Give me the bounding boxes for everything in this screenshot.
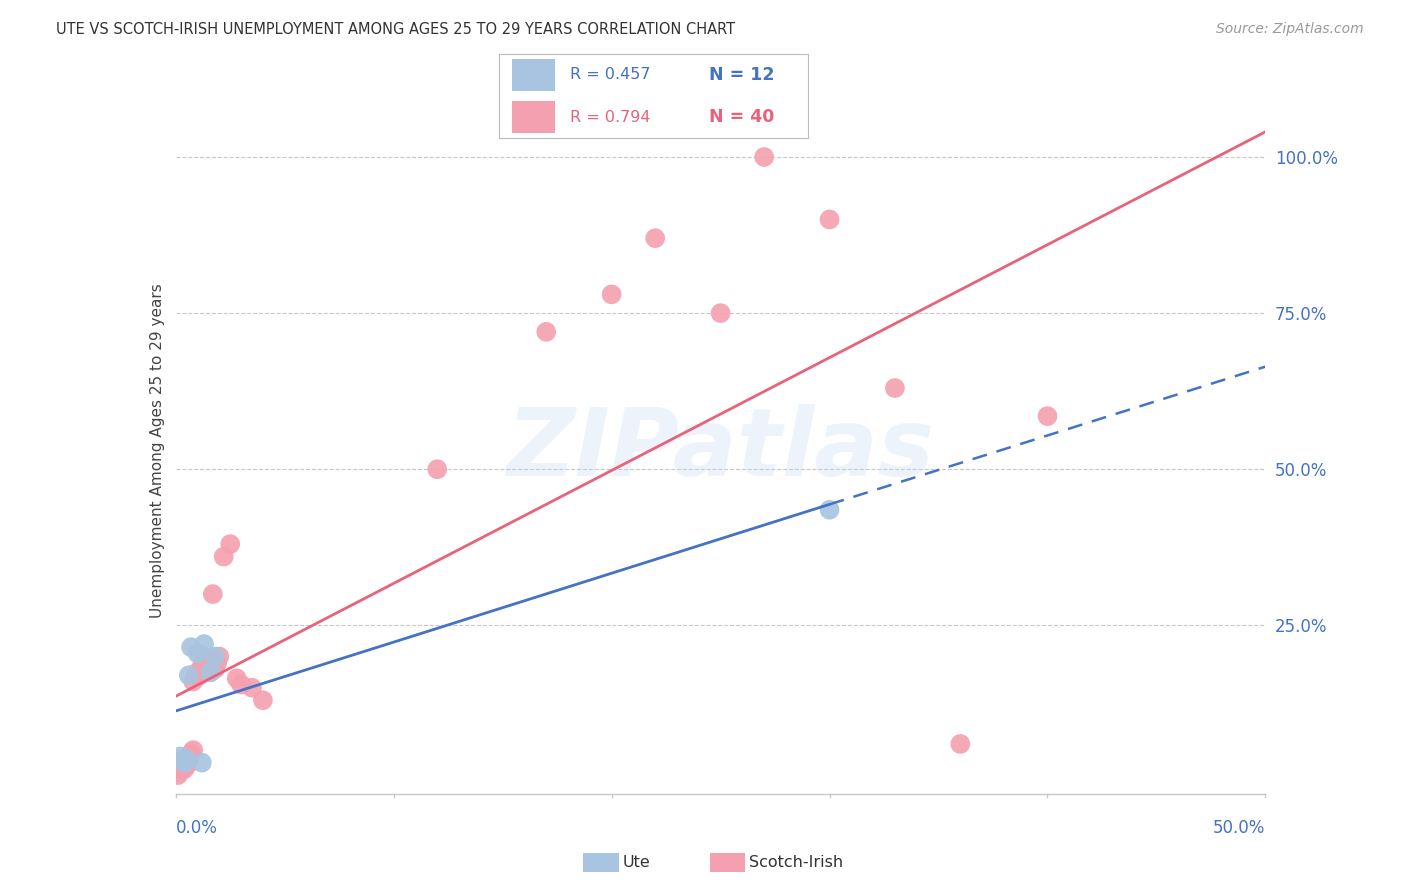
Point xyxy=(186,646,209,660)
Point xyxy=(200,665,222,680)
Point xyxy=(240,681,263,695)
Point xyxy=(180,746,202,760)
Point xyxy=(177,668,200,682)
Point xyxy=(252,693,274,707)
Point xyxy=(205,656,228,670)
Point xyxy=(177,753,200,767)
Text: Scotch-Irish: Scotch-Irish xyxy=(749,855,844,870)
Point xyxy=(600,287,623,301)
Point xyxy=(188,668,211,682)
Text: N = 40: N = 40 xyxy=(710,108,775,126)
Point xyxy=(172,756,194,770)
Bar xyxy=(512,101,555,133)
Point xyxy=(167,768,190,782)
Text: Ute: Ute xyxy=(623,855,651,870)
Point xyxy=(426,462,449,476)
Point xyxy=(225,671,247,685)
Point xyxy=(169,749,191,764)
Y-axis label: Unemployment Among Ages 25 to 29 years: Unemployment Among Ages 25 to 29 years xyxy=(149,283,165,618)
Point xyxy=(193,649,215,664)
Point xyxy=(173,756,195,770)
Point xyxy=(884,381,907,395)
Point xyxy=(176,753,198,767)
Text: UTE VS SCOTCH-IRISH UNEMPLOYMENT AMONG AGES 25 TO 29 YEARS CORRELATION CHART: UTE VS SCOTCH-IRISH UNEMPLOYMENT AMONG A… xyxy=(56,22,735,37)
Point xyxy=(710,306,733,320)
Point xyxy=(219,537,242,551)
Point xyxy=(204,662,226,676)
Text: 50.0%: 50.0% xyxy=(1213,819,1265,837)
Text: N = 12: N = 12 xyxy=(710,66,775,84)
Point xyxy=(200,665,222,680)
Text: ZIPatlas: ZIPatlas xyxy=(506,404,935,497)
Point xyxy=(191,756,214,770)
Point xyxy=(184,668,207,682)
Point xyxy=(172,762,194,776)
Point xyxy=(186,665,209,680)
Point xyxy=(181,743,204,757)
Point xyxy=(169,765,191,780)
Point xyxy=(212,549,235,564)
Bar xyxy=(512,59,555,91)
Text: Source: ZipAtlas.com: Source: ZipAtlas.com xyxy=(1216,22,1364,37)
Point xyxy=(204,649,226,664)
Point xyxy=(201,587,224,601)
Point xyxy=(197,658,219,673)
Point xyxy=(195,656,218,670)
Point xyxy=(176,758,198,772)
Point xyxy=(193,637,215,651)
Text: 0.0%: 0.0% xyxy=(176,819,218,837)
Point xyxy=(176,756,198,770)
Point xyxy=(231,678,253,692)
Text: R = 0.794: R = 0.794 xyxy=(571,110,651,125)
Point xyxy=(191,658,214,673)
Point xyxy=(208,649,231,664)
Point xyxy=(172,753,194,767)
Point xyxy=(818,503,841,517)
Point xyxy=(173,762,195,776)
Text: R = 0.457: R = 0.457 xyxy=(571,67,651,82)
Point xyxy=(754,150,776,164)
Point xyxy=(949,737,972,751)
Point xyxy=(181,674,204,689)
Point xyxy=(1036,409,1059,424)
Point xyxy=(177,749,200,764)
Point xyxy=(644,231,666,245)
Point xyxy=(180,640,202,655)
Point xyxy=(534,325,557,339)
Point xyxy=(818,212,841,227)
